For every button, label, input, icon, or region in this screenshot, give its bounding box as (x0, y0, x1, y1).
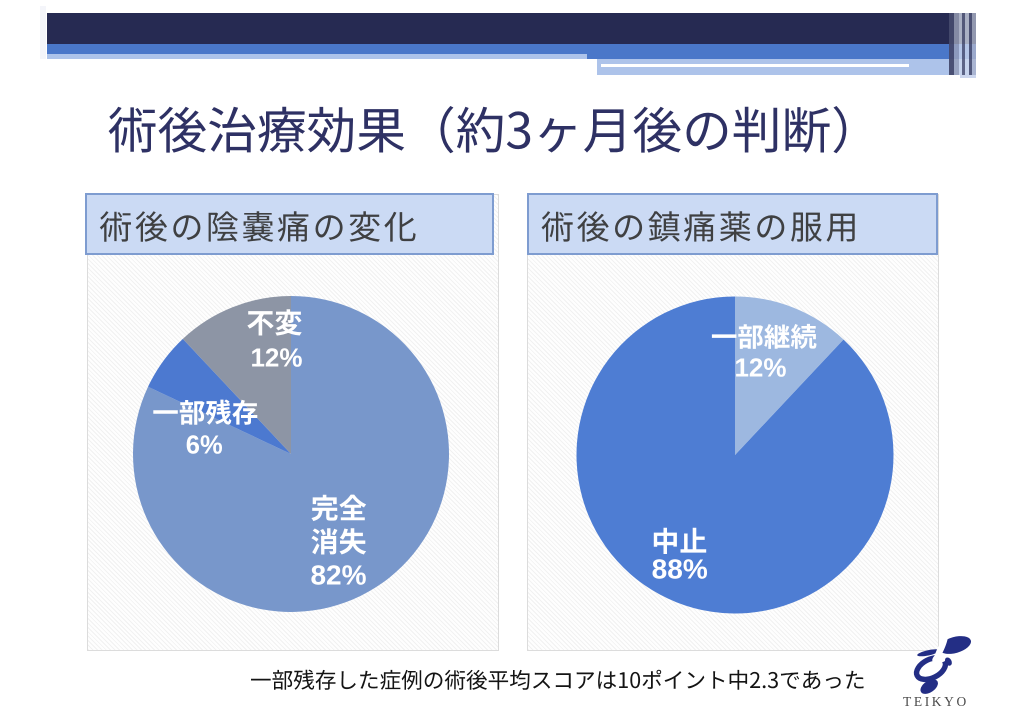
svg-text:12%: 12% (734, 352, 786, 382)
svg-text:6%: 6% (186, 431, 223, 459)
svg-text:88%: 88% (652, 554, 708, 585)
svg-text:82%: 82% (310, 560, 366, 591)
svg-text:12%: 12% (250, 342, 302, 372)
